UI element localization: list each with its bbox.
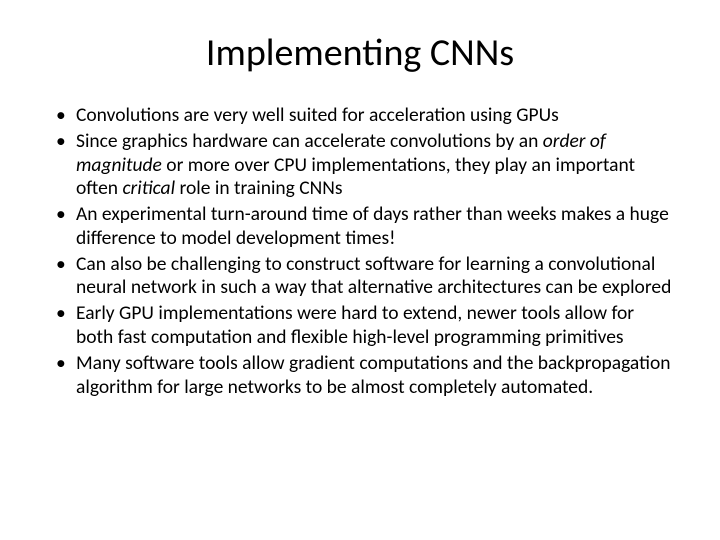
bullet-text-pre: Since graphics hardware can accelerate c… xyxy=(76,129,543,153)
bullet-text: Convolutions are very well suited for ac… xyxy=(76,103,559,127)
bullet-text-post: role in training CNNs xyxy=(175,176,342,200)
bullet-text: Can also be challenging to construct sof… xyxy=(76,252,671,300)
list-item: An experimental turn-around time of days… xyxy=(48,203,672,251)
bullet-text: An experimental turn-around time of days… xyxy=(76,202,669,250)
bullet-list: Convolutions are very well suited for ac… xyxy=(48,104,672,399)
bullet-text: Many software tools allow gradient compu… xyxy=(76,351,670,399)
list-item: Since graphics hardware can accelerate c… xyxy=(48,130,672,201)
list-item: Can also be challenging to construct sof… xyxy=(48,253,672,301)
list-item: Early GPU implementations were hard to e… xyxy=(48,302,672,350)
slide: Implementing CNNs Convolutions are very … xyxy=(0,0,720,540)
list-item: Convolutions are very well suited for ac… xyxy=(48,104,672,128)
slide-title: Implementing CNNs xyxy=(48,30,672,76)
bullet-text-em: critical xyxy=(122,176,175,200)
bullet-text: Early GPU implementations were hard to e… xyxy=(76,301,634,349)
list-item: Many software tools allow gradient compu… xyxy=(48,352,672,400)
